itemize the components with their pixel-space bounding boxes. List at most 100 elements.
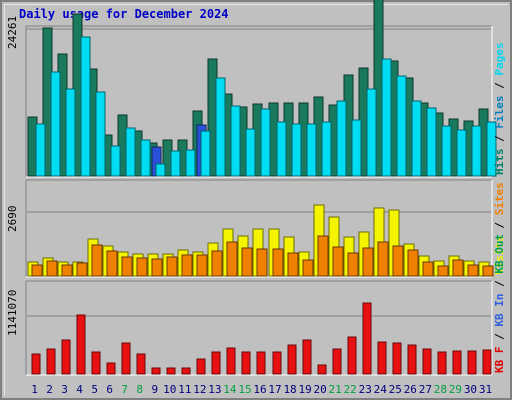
bar-visits-sites-21 [332, 246, 344, 277]
bar-hits-pages-27 [426, 107, 437, 177]
bar-hits-pages-9 [155, 163, 166, 177]
x-tick-label-13: 13 [208, 383, 221, 396]
bar-hits-pages-15 [245, 128, 256, 177]
x-tick-label-31: 31 [479, 383, 492, 396]
bar-hits-pages-7 [125, 127, 136, 177]
legend-item-visits-0: Visits [493, 235, 506, 275]
bar-visits-sites-22 [347, 252, 359, 277]
bar-visits-sites-25 [392, 245, 404, 277]
bar-visits-sites-30 [467, 264, 479, 277]
bar-visits-sites-4 [76, 262, 88, 277]
bar-hits-pages-28 [441, 125, 452, 177]
bar-kbf-kb-f-30 [467, 350, 477, 375]
bar-hits-pages-25 [396, 75, 407, 177]
bar-kbf-kb-f-1 [31, 353, 41, 375]
bar-hits-pages-21 [336, 100, 347, 177]
bar-hits-pages-4 [80, 36, 91, 177]
legend-hits: Hits / Files / Pages [493, 43, 506, 176]
x-tick-label-21: 21 [329, 383, 342, 396]
bar-hits-pages-6 [110, 145, 121, 177]
bar-kbf-kb-f-2 [46, 348, 56, 375]
x-tick-label-3: 3 [61, 383, 68, 396]
x-tick-label-27: 27 [419, 383, 432, 396]
x-tick-label-23: 23 [359, 383, 372, 396]
bar-kbf-kb-f-9 [151, 367, 161, 375]
frame-bevel [4, 4, 508, 396]
legend-visits: Visits / Sites [493, 182, 506, 275]
bar-kbf-kb-f-7 [121, 342, 131, 375]
x-tick-label-30: 30 [464, 383, 477, 396]
bar-visits-sites-3 [61, 264, 73, 277]
bar-visits-sites-18 [287, 252, 299, 277]
bar-hits-pages-1 [35, 123, 46, 177]
bar-kbf-kb-f-10 [166, 367, 176, 375]
bar-hits-pages-23 [366, 88, 377, 177]
bar-visits-sites-17 [272, 248, 284, 277]
x-tick-label-7: 7 [121, 383, 128, 396]
bar-visits-sites-6 [106, 250, 118, 277]
bar-hits-pages-17 [276, 121, 287, 177]
bar-kbf-kb-f-3 [61, 339, 71, 375]
bar-hits-pages-16 [260, 108, 271, 177]
bar-kbf-kb-f-23 [362, 302, 372, 375]
bar-visits-sites-9 [151, 258, 163, 277]
bar-kbf-kb-f-20 [317, 364, 327, 375]
bar-visits-sites-11 [181, 254, 193, 277]
bar-visits-sites-24 [377, 241, 389, 277]
bar-hits-pages-29 [456, 129, 467, 177]
bar-visits-sites-1 [31, 264, 43, 277]
bar-kbf-kb-f-22 [347, 336, 357, 375]
legend-item-hits-1: / [493, 129, 506, 149]
legend-item-visits-1: / [493, 215, 506, 235]
bar-kbf-kb-f-31 [482, 349, 492, 375]
bar-hits-pages-10 [170, 150, 181, 177]
bar-visits-sites-2 [46, 260, 58, 277]
x-tick-label-28: 28 [434, 383, 447, 396]
bar-hits-pages-30 [471, 125, 482, 177]
bar-kbf-kb-f-12 [196, 358, 206, 375]
legend-item-kbf-2: KB In [493, 294, 506, 327]
bar-hits-pages-12 [200, 130, 211, 177]
x-tick-label-6: 6 [106, 383, 113, 396]
x-tick-label-1: 1 [31, 383, 38, 396]
bar-visits-sites-10 [166, 256, 178, 277]
legend-item-hits-0: Hits [493, 149, 506, 176]
x-tick-label-14: 14 [223, 383, 237, 396]
ymax-label-visits: 2690 [6, 206, 19, 233]
x-tick-label-24: 24 [374, 383, 388, 396]
bar-visits-sites-13 [211, 250, 223, 277]
bar-hits-pages-13 [215, 77, 226, 177]
bar-hits-pages-11 [185, 149, 196, 177]
bar-kbf-kb-f-18 [287, 344, 297, 375]
bar-kbf-kb-f-5 [91, 351, 101, 375]
x-tick-label-16: 16 [253, 383, 266, 396]
x-tick-label-9: 9 [151, 383, 158, 396]
bar-kbf-kb-f-26 [407, 344, 417, 375]
x-tick-label-18: 18 [283, 383, 296, 396]
bar-kbf-kb-f-16 [256, 351, 266, 375]
x-tick-label-8: 8 [136, 383, 143, 396]
bar-hits-pages-24 [381, 58, 392, 177]
bar-hits-pages-5 [95, 91, 106, 177]
bar-hits-pages-8 [140, 139, 151, 177]
legend-item-kbf-1: / [493, 327, 506, 347]
x-tick-label-26: 26 [404, 383, 417, 396]
bar-hits-pages-26 [411, 100, 422, 177]
bar-visits-sites-15 [241, 247, 253, 277]
x-tick-label-22: 22 [344, 383, 357, 396]
legend-item-visits-2: Sites [493, 182, 506, 215]
bar-visits-sites-20 [317, 235, 329, 277]
bar-kbf-kb-f-19 [302, 339, 312, 375]
bar-kbf-kb-f-6 [106, 362, 116, 375]
x-tick-label-10: 10 [163, 383, 176, 396]
bar-kbf-kb-f-27 [422, 348, 432, 375]
ymax-label-hits: 24261 [6, 16, 19, 49]
x-tick-label-29: 29 [449, 383, 462, 396]
bar-kbf-kb-f-13 [211, 351, 221, 375]
bar-kbf-kb-f-8 [136, 353, 146, 375]
legend-item-kbf-3: / [493, 274, 506, 294]
x-tick-label-15: 15 [238, 383, 251, 396]
bar-visits-sites-29 [452, 259, 464, 277]
x-tick-label-20: 20 [314, 383, 327, 396]
